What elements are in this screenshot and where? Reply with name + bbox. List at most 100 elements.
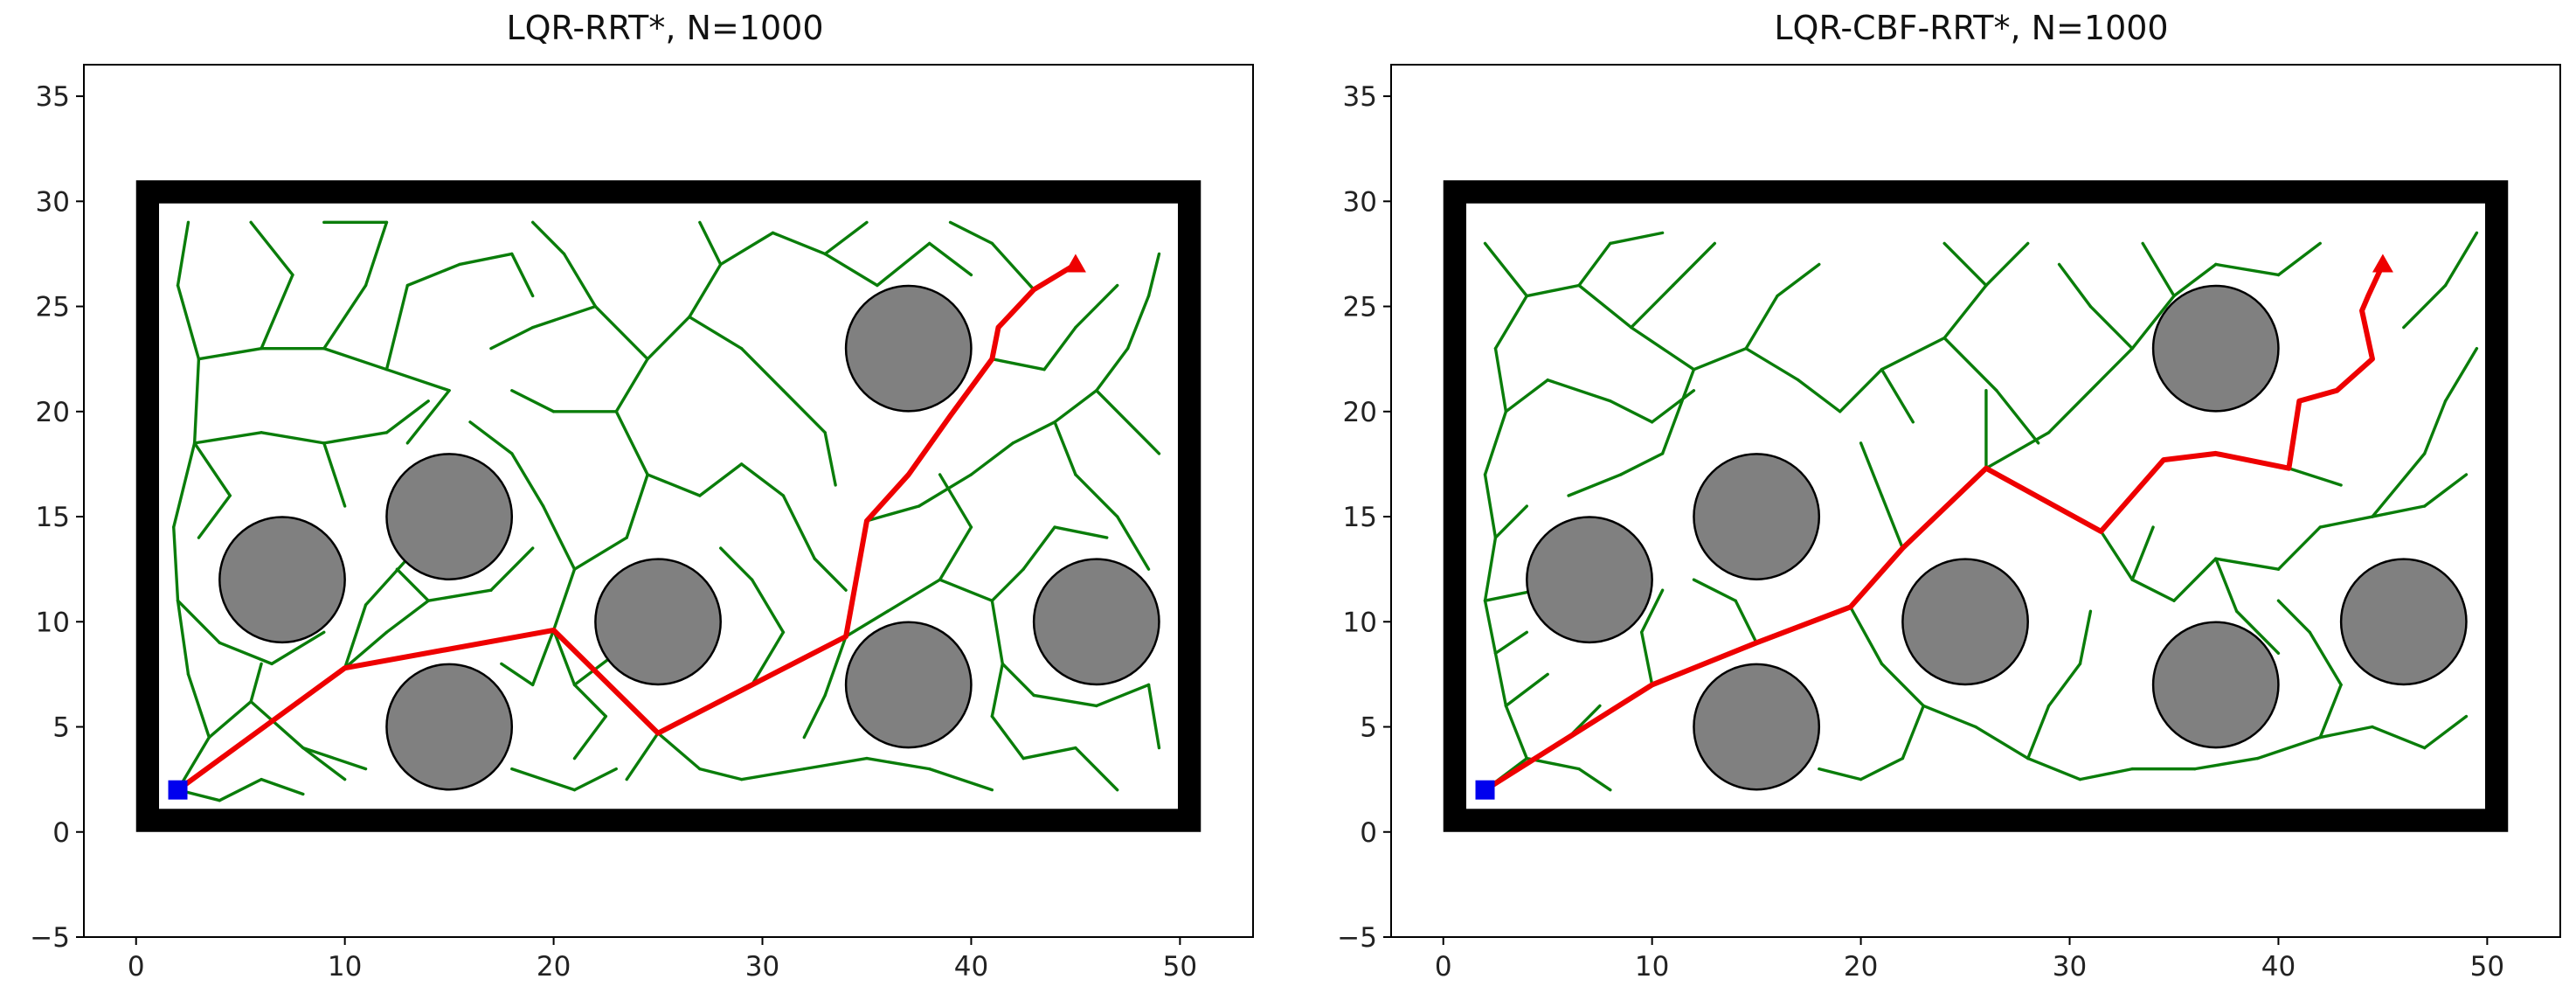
left-tree-edge: [489, 325, 535, 351]
left-y-tick-label: 20: [36, 397, 70, 428]
left-tree-edge: [468, 420, 514, 455]
left-tree-edge: [322, 441, 347, 508]
left-tree-edge: [364, 557, 410, 607]
right-tree-edge: [2287, 467, 2343, 487]
right-tree-edge: [2214, 557, 2281, 571]
left-tree-edge: [938, 473, 973, 529]
left-tree-edge: [572, 767, 618, 792]
right-tree-edge: [2214, 557, 2239, 613]
right-tree-edge: [1630, 325, 1696, 372]
right-tree-edge: [1493, 346, 1508, 413]
right-tree-edge: [1692, 578, 1737, 602]
left-tree-edge: [656, 732, 702, 771]
right-tree-edge: [1640, 588, 1665, 635]
right-tree-edge: [2026, 704, 2051, 760]
left-obstacle: [1032, 558, 1160, 686]
left-tree-edge: [1011, 420, 1056, 445]
right-tree-edge: [1880, 367, 1915, 424]
left-obstacle: [844, 621, 973, 749]
right-plot-content: [1443, 180, 2509, 832]
left-tree-edge: [990, 567, 1025, 602]
left-x-tick-label: 0: [128, 951, 145, 983]
right-tree-edge: [2318, 725, 2374, 740]
left-tree-edge: [192, 357, 201, 445]
left-tree-edge: [510, 252, 535, 298]
right-tree-edge: [2046, 662, 2082, 708]
right-tree-edge: [1577, 767, 1612, 792]
left-tree-edge: [1074, 746, 1119, 792]
right-tree-edge: [1744, 346, 1800, 382]
left-obstacle: [218, 516, 346, 644]
left-tree-edge: [1074, 283, 1119, 330]
left-tree-edge: [802, 693, 827, 740]
left-tree-edge: [249, 220, 294, 277]
left-tree-edge: [1095, 683, 1151, 708]
left-tree-edge: [927, 241, 973, 277]
right-obstacle: [2339, 558, 2468, 686]
right-y-tick-label: 0: [1360, 817, 1377, 849]
left-tree-edge: [886, 578, 942, 613]
right-tree-edge: [2371, 725, 2427, 750]
left-start-marker: [168, 780, 188, 800]
left-tree-edge: [990, 662, 1004, 719]
left-tree-edge: [750, 630, 786, 687]
left-tree-edge: [1021, 525, 1056, 571]
right-tree-edge: [1995, 389, 2040, 445]
right-tree-edge: [1922, 704, 1977, 729]
left-x-tick-label: 50: [1163, 951, 1197, 983]
left-tree-edge: [384, 599, 430, 635]
left-tree-edge: [500, 662, 535, 687]
left-tree-edge: [551, 567, 577, 632]
right-tree-edge: [2078, 609, 2093, 666]
right-y-tick-label: 25: [1343, 292, 1377, 323]
right-plot-title: LQR-CBF-RRT*, N=1000: [1774, 9, 2168, 47]
right-tree-edge: [1493, 651, 1508, 708]
left-tree-edge: [301, 746, 368, 771]
right-tree-edge: [1525, 283, 1581, 298]
right-tree-edge: [1609, 231, 1665, 246]
right-solution-path: [1482, 261, 2386, 793]
right-tree-edge: [2308, 630, 2343, 687]
left-tree-edge: [426, 588, 493, 602]
left-obstacle: [594, 558, 722, 686]
right-tree-edge: [1660, 367, 1696, 455]
left-tree-edge: [688, 315, 744, 351]
right-y-tick-label: 5: [1360, 712, 1377, 744]
right-tree-edge: [1984, 431, 2051, 470]
right-tree-edge: [1901, 704, 1925, 760]
left-tree-edge: [343, 630, 389, 670]
left-tree-edge: [1095, 389, 1161, 455]
right-tree-edge: [2046, 389, 2093, 434]
right-tree-edge: [2057, 262, 2093, 309]
right-tree-edge: [2172, 262, 2218, 298]
left-tree-edge: [646, 315, 691, 361]
left-tree-edge: [781, 494, 816, 560]
right-obstacle: [1693, 453, 1821, 580]
right-tree-edge: [2214, 262, 2281, 277]
left-y-tick-label: 0: [52, 817, 70, 849]
right-tree-edge: [1609, 399, 1654, 424]
right-tree-edge: [1546, 378, 1612, 403]
left-tree-edge: [530, 220, 566, 256]
left-goal-marker: [1064, 253, 1086, 273]
left-tree-edge: [1053, 389, 1098, 424]
left-tree-edge: [771, 231, 827, 256]
right-tree: [1483, 231, 2479, 792]
left-plot-panel: LQR-RRT*, N=1000 0 10 20 30 40 50 −5 0 5 10 15 20 25…: [30, 9, 1254, 983]
right-tree-edge: [2130, 525, 2155, 581]
right-tree-edge: [2276, 241, 2322, 277]
left-tree-edge: [739, 346, 786, 392]
left-tree-edge: [384, 367, 451, 392]
left-tree-edge: [384, 399, 430, 434]
left-solution-path: [175, 261, 1078, 793]
left-tree-edge: [614, 357, 649, 413]
right-tree-edge: [1880, 662, 1925, 708]
right-y-tick-label: 15: [1343, 502, 1377, 533]
left-x-tick-label: 10: [328, 951, 362, 983]
right-y-tick-label: −5: [1337, 922, 1377, 954]
left-tree-edge: [458, 252, 514, 267]
right-tree-edge: [1942, 336, 1998, 392]
left-tree-edge: [918, 473, 973, 508]
right-x-tick-label: 20: [1844, 951, 1878, 983]
left-tree-edge: [823, 635, 848, 698]
